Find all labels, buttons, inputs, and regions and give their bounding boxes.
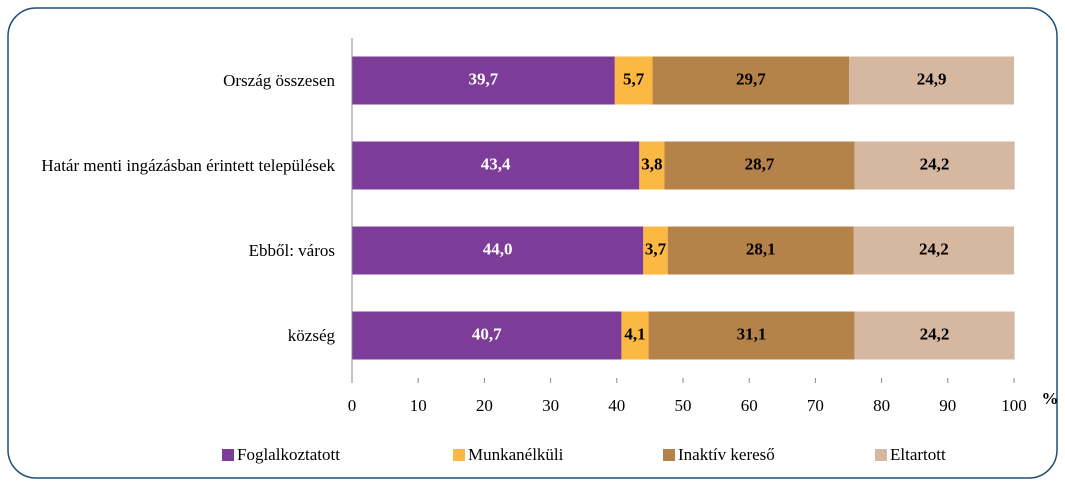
legend-swatch	[875, 449, 887, 461]
x-tick-label: 20	[476, 396, 493, 415]
frame	[7, 7, 1058, 479]
legend-swatch	[453, 449, 465, 461]
bar-segment	[352, 311, 622, 360]
category-text: község	[287, 325, 335, 345]
legend-label: Inaktív kereső	[678, 445, 775, 464]
category-text: Ország összesen	[223, 70, 335, 90]
legend-label: Munkanélküli	[468, 445, 564, 464]
category-label: Határ menti ingázásban érintett települé…	[15, 154, 335, 178]
bar-segment	[643, 226, 668, 275]
value-label: 28,1	[746, 239, 776, 258]
category-label: Ebből: város	[15, 239, 335, 263]
bar-segment	[352, 56, 615, 105]
legend-label: Eltartott	[890, 445, 946, 464]
value-label: 3,7	[645, 239, 667, 258]
value-label: 3,8	[641, 154, 662, 173]
bar-segment	[614, 56, 653, 105]
legend-label: Foglalkoztatott	[237, 445, 340, 464]
category-text: Határ menti ingázásban érintett települé…	[41, 155, 335, 175]
x-tick-label: 50	[675, 396, 692, 415]
value-label: 24,2	[919, 239, 949, 258]
category-text: Ebből: város	[248, 240, 335, 260]
value-label: 24,9	[917, 69, 947, 88]
x-tick-label: 100	[1001, 396, 1027, 415]
x-axis-label: %	[1042, 389, 1059, 408]
bar-segment	[352, 226, 644, 275]
bar-segment	[664, 141, 855, 190]
x-tick-label: 90	[939, 396, 956, 415]
value-label: 40,7	[472, 324, 502, 343]
value-label: 31,1	[737, 324, 767, 343]
x-tick-label: 70	[807, 396, 824, 415]
x-tick-label: 0	[348, 396, 357, 415]
value-label: 28,7	[745, 154, 775, 173]
x-tick-label: 40	[608, 396, 625, 415]
bar-segment	[849, 56, 1014, 105]
value-label: 39,7	[469, 69, 499, 88]
x-tick-label: 30	[542, 396, 559, 415]
bar-segment	[854, 141, 1015, 190]
value-label: 24,2	[920, 154, 950, 173]
category-label: Ország összesen	[15, 69, 335, 93]
bar-segment	[853, 226, 1014, 275]
x-tick-label: 10	[410, 396, 427, 415]
bar-segment	[639, 141, 665, 190]
value-label: 24,2	[920, 324, 950, 343]
value-label: 44,0	[483, 239, 513, 258]
bar-segment	[621, 311, 649, 360]
value-label: 29,7	[736, 69, 766, 88]
bar-segment	[648, 311, 855, 360]
x-tick-label: 80	[873, 396, 890, 415]
x-tick-label: 60	[741, 396, 758, 415]
bar-segment	[854, 311, 1015, 360]
value-label: 5,7	[623, 69, 645, 88]
category-label: község	[15, 324, 335, 348]
bar-segment	[652, 56, 850, 105]
value-label: 43,4	[481, 154, 511, 173]
legend-swatch	[222, 449, 234, 461]
bar-segment	[667, 226, 854, 275]
bar-segment	[352, 141, 640, 190]
legend-swatch	[663, 449, 675, 461]
value-label: 4,1	[624, 324, 645, 343]
